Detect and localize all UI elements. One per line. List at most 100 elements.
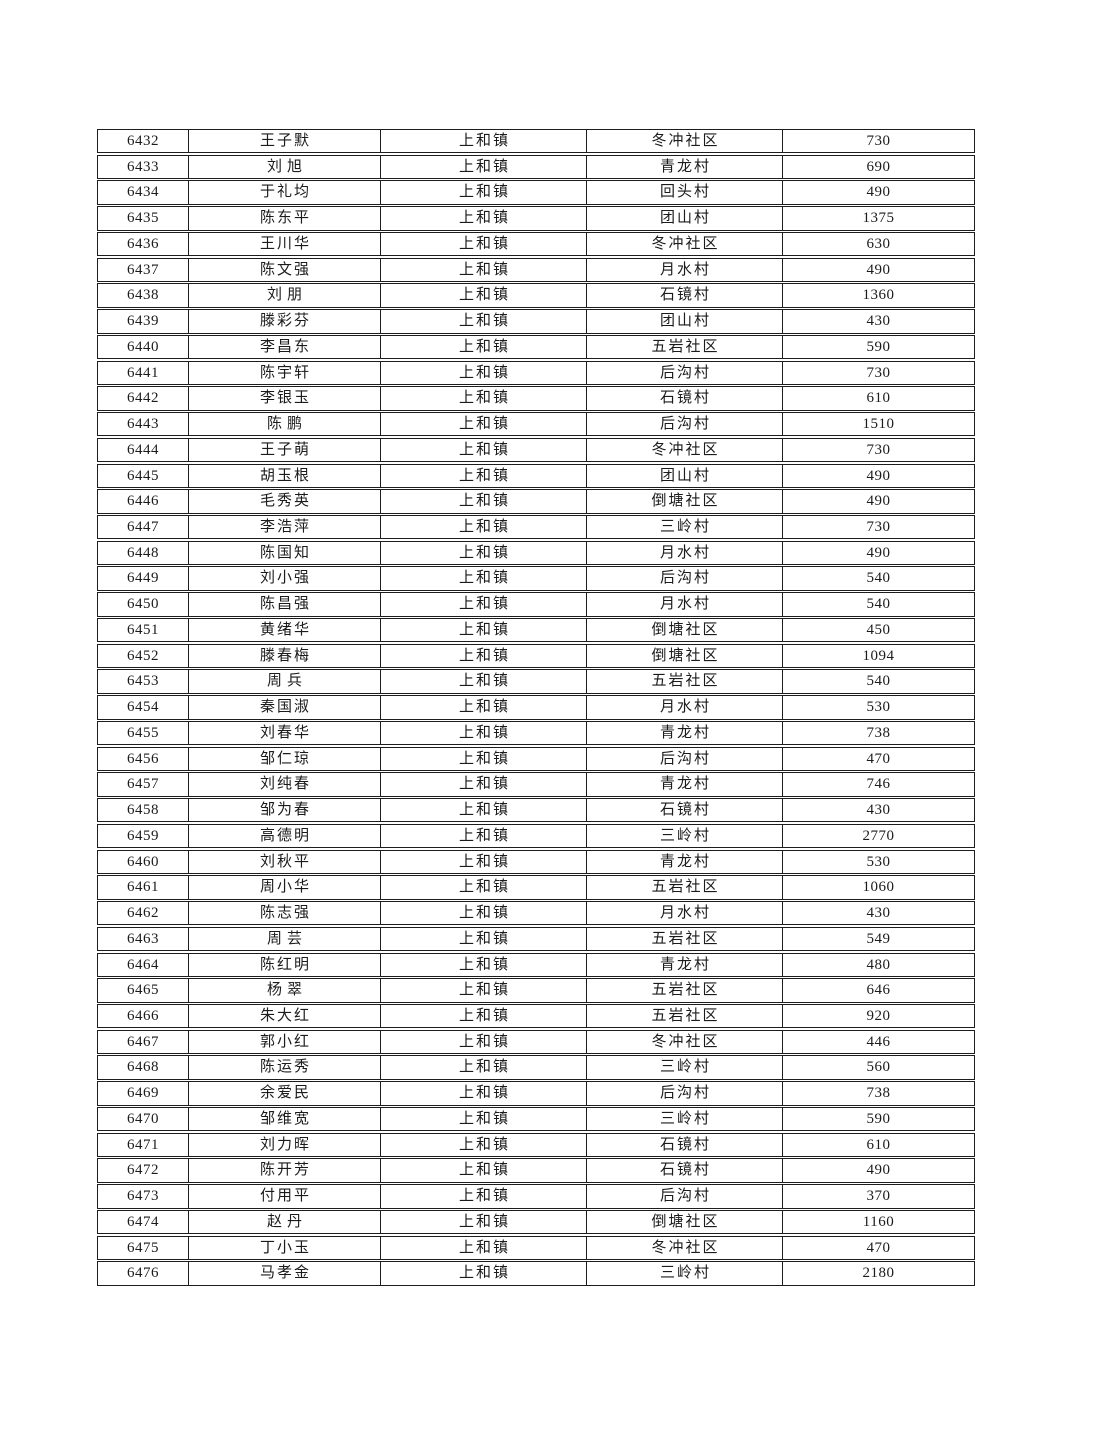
cell-id: 6459: [98, 824, 189, 848]
cell-id: 6435: [98, 207, 189, 230]
cell-amount: 490: [866, 467, 891, 484]
cell-town: 上和镇: [381, 979, 587, 1002]
cell-town: 上和镇: [381, 516, 587, 539]
cell-town: 上和镇: [381, 541, 587, 565]
cell-amount: 540: [866, 673, 891, 690]
cell-village: 冬冲社区: [587, 232, 783, 256]
cell-town: 上和镇: [381, 181, 587, 204]
cell-amount: 746: [866, 776, 891, 793]
table-row: 6464 陈红明 上和镇 青龙村 480: [97, 952, 975, 977]
cell-id: 6461: [98, 876, 189, 899]
cell-amount: 530: [866, 699, 891, 716]
cell-town: 上和镇: [381, 1004, 587, 1028]
cell-amount: 646: [866, 982, 891, 999]
cell-name: 陈国知: [189, 541, 381, 565]
table-row: 6448 陈国知 上和镇 月水村 490: [97, 540, 975, 566]
cell-village: 五岩社区: [587, 876, 783, 899]
cell-village: 倒塘社区: [587, 618, 783, 642]
cell-town: 上和镇: [381, 618, 587, 642]
cell-name: 黄绪华: [189, 618, 381, 642]
cell-name: 李昌东: [189, 335, 381, 359]
cell-town: 上和镇: [381, 644, 587, 668]
cell-name: 陈运秀: [189, 1056, 381, 1079]
cell-village: 后沟村: [587, 413, 783, 436]
cell-village: 五岩社区: [587, 1004, 783, 1028]
cell-name: 胡玉根: [189, 464, 381, 487]
table-row: 6453 周兵 上和镇 五岩社区 540: [97, 669, 975, 694]
cell-id: 6466: [98, 1004, 189, 1028]
cell-town: 上和镇: [381, 361, 587, 384]
cell-name: 陈红明: [189, 953, 381, 976]
table-row: 6459 高德明 上和镇 三岭村 2770: [97, 823, 975, 849]
cell-town: 上和镇: [381, 696, 587, 719]
cell-id: 6463: [98, 927, 189, 951]
cell-name: 郭小红: [189, 1030, 381, 1054]
cell-village: 团山村: [587, 310, 783, 333]
cell-village: 冬冲社区: [587, 130, 783, 153]
cell-id: 6434: [98, 181, 189, 204]
cell-amount: 610: [866, 1136, 891, 1153]
cell-id: 6460: [98, 850, 189, 873]
cell-id: 6467: [98, 1030, 189, 1054]
table-row: 6440 李昌东 上和镇 五岩社区 590: [97, 334, 975, 360]
cell-village: 倒塘社区: [587, 1210, 783, 1234]
cell-name: 刘春华: [189, 721, 381, 745]
cell-village: 倒塘社区: [587, 644, 783, 668]
cell-town: 上和镇: [381, 490, 587, 513]
cell-town: 上和镇: [381, 1185, 587, 1208]
cell-id: 6448: [98, 541, 189, 565]
cell-village: 青龙村: [587, 155, 783, 179]
cell-id: 6440: [98, 335, 189, 359]
table-row: 6432 王子默 上和镇 冬冲社区 730: [97, 129, 975, 154]
cell-amount: 920: [866, 1007, 891, 1024]
cell-amount: 490: [866, 1162, 891, 1179]
cell-village: 石镜村: [587, 1159, 783, 1182]
cell-id: 6464: [98, 953, 189, 976]
table-row: 6455 刘春华 上和镇 青龙村 738: [97, 720, 975, 746]
cell-name: 周芸: [189, 927, 381, 951]
cell-village: 倒塘社区: [587, 490, 783, 513]
cell-amount: 530: [866, 853, 891, 870]
cell-amount: 1094: [862, 647, 895, 664]
cell-id: 6453: [98, 670, 189, 693]
cell-id: 6458: [98, 799, 189, 822]
cell-name: 秦国淑: [189, 696, 381, 719]
cell-id: 6451: [98, 618, 189, 642]
cell-id: 6456: [98, 747, 189, 771]
table-row: 6452 滕春梅 上和镇 倒塘社区 1094: [97, 643, 975, 669]
cell-id: 6468: [98, 1056, 189, 1079]
cell-town: 上和镇: [381, 155, 587, 179]
cell-town: 上和镇: [381, 464, 587, 487]
cell-amount: 430: [866, 802, 891, 819]
cell-name: 滕春梅: [189, 644, 381, 668]
cell-village: 团山村: [587, 207, 783, 230]
table-row: 6473 付用平 上和镇 后沟村 370: [97, 1184, 975, 1209]
cell-amount: 1375: [862, 210, 895, 227]
cell-name: 王子默: [189, 130, 381, 153]
cell-town: 上和镇: [381, 927, 587, 951]
cell-name: 刘小强: [189, 567, 381, 590]
cell-town: 上和镇: [381, 799, 587, 822]
cell-amount: 470: [866, 1239, 891, 1256]
cell-village: 五岩社区: [587, 335, 783, 359]
cell-amount: 730: [866, 364, 891, 381]
cell-amount: 370: [866, 1188, 891, 1205]
cell-amount: 490: [866, 493, 891, 510]
cell-amount: 738: [866, 1085, 891, 1102]
table-row: 6434 于礼均 上和镇 回头村 490: [97, 180, 975, 205]
cell-name: 刘秋平: [189, 850, 381, 873]
cell-town: 上和镇: [381, 1236, 587, 1259]
cell-village: 三岭村: [587, 1107, 783, 1131]
cell-amount: 470: [866, 750, 891, 767]
table-row: 6442 李银玉 上和镇 石镜村 610: [97, 386, 975, 411]
cell-village: 月水村: [587, 541, 783, 565]
cell-village: 三岭村: [587, 824, 783, 848]
cell-name: 陈东平: [189, 207, 381, 230]
table-row: 6435 陈东平 上和镇 团山村 1375: [97, 206, 975, 231]
cell-town: 上和镇: [381, 670, 587, 693]
cell-id: 6454: [98, 696, 189, 719]
cell-id: 6465: [98, 979, 189, 1002]
table-row: 6476 马孝金 上和镇 三岭村 2180: [97, 1261, 975, 1286]
cell-village: 月水村: [587, 696, 783, 719]
cell-amount: 630: [866, 235, 891, 252]
